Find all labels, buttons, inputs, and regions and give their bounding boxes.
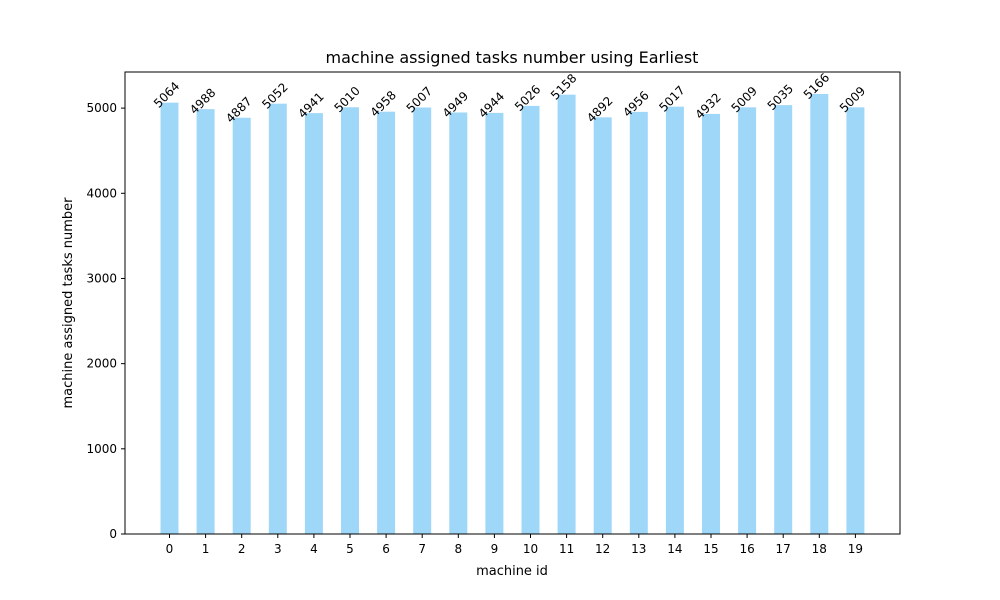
y-tick-label: 4000 — [86, 186, 117, 200]
x-tick-label: 5 — [346, 542, 354, 556]
y-tick-label: 0 — [109, 527, 117, 541]
bar-machine-10 — [521, 105, 540, 535]
bar-machine-15 — [702, 113, 720, 534]
y-tick-label: 1000 — [86, 442, 117, 456]
bar-machine-0 — [160, 102, 179, 534]
bar-machine-8 — [449, 112, 468, 535]
data-labels-group: 5064 4988 4887 5052 4941 5010 4958 5007 4949 4944… — [151, 70, 868, 125]
x-tick-label: 4 — [310, 542, 318, 556]
bar-machine-16 — [738, 107, 757, 534]
x-tick-label: 1 — [202, 542, 210, 556]
bar-machine-3 — [268, 103, 287, 534]
bar-machine-7 — [413, 107, 432, 535]
x-tick-label: 12 — [595, 542, 610, 556]
x-tick-label: 6 — [382, 542, 390, 556]
chart-title: machine assigned tasks number using Earl… — [326, 48, 699, 67]
bar-machine-18 — [810, 93, 829, 534]
bar-machine-2 — [232, 117, 251, 535]
bar-machine-9 — [485, 112, 504, 534]
x-tick-label: 2 — [238, 542, 246, 556]
x-tick-label: 3 — [274, 542, 282, 556]
bar-machine-5 — [341, 107, 359, 534]
x-tick-label: 8 — [454, 542, 462, 556]
x-tick-label: 14 — [667, 542, 682, 556]
bar-machine-13 — [629, 111, 648, 535]
plot-frame — [124, 71, 901, 535]
bar-machine-17 — [774, 105, 793, 534]
y-tick-label: 2000 — [86, 357, 117, 371]
x-tick-label: 7 — [418, 542, 426, 556]
y-tick-label: 5000 — [86, 101, 117, 115]
y-tick-label: 3000 — [86, 271, 117, 285]
bar-machine-14 — [665, 106, 684, 535]
bar-machine-1 — [196, 109, 215, 534]
bar-machine-12 — [593, 117, 612, 534]
x-tick-label: 0 — [166, 542, 174, 556]
x-tick-label: 10 — [523, 542, 538, 556]
x-tick-label: 11 — [559, 542, 574, 556]
x-tick-label: 16 — [739, 542, 754, 556]
y-axis: 0 1000 2000 3000 4000 5000 — [86, 101, 125, 541]
y-axis-label: machine assigned tasks number — [61, 197, 76, 409]
x-tick-label: 9 — [491, 542, 499, 556]
x-tick-label: 19 — [848, 542, 863, 556]
bar-machine-11 — [557, 94, 576, 534]
bar-machine-6 — [377, 111, 396, 534]
bars-group — [160, 93, 865, 535]
x-tick-label: 18 — [812, 542, 827, 556]
x-tick-label: 17 — [776, 542, 791, 556]
x-axis-label: machine id — [476, 564, 548, 579]
x-tick-label: 15 — [703, 542, 718, 556]
x-tick-label: 13 — [631, 542, 646, 556]
x-axis: 0 1 2 3 4 5 6 7 8 9 10 11 12 13 14 15 16 17 18 19 — [166, 534, 863, 556]
bar-machine-19 — [846, 107, 865, 534]
bar-machine-4 — [304, 113, 323, 534]
